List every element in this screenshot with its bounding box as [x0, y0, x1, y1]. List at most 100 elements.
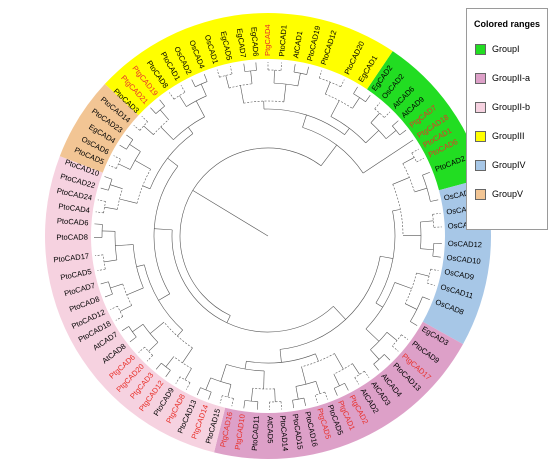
tree-branches [94, 62, 442, 410]
branch-arc [263, 108, 345, 135]
legend-label: GroupI [492, 44, 520, 54]
branch-line [158, 293, 170, 301]
branch-line [430, 268, 439, 271]
branch-arc [210, 377, 232, 385]
branch-line [226, 315, 231, 323]
branch-line [432, 255, 441, 258]
branch-line [108, 164, 117, 169]
branch-line [208, 391, 212, 400]
group-ring [44, 12, 491, 459]
branch-arc [132, 244, 144, 289]
branch-arc [315, 391, 325, 396]
branch-line [392, 345, 399, 352]
branch-line [373, 363, 379, 371]
branch-line [191, 79, 196, 87]
branch-line [115, 244, 134, 246]
branch-line [136, 264, 145, 267]
branch-line [138, 346, 145, 353]
branch-line [380, 255, 394, 259]
branch-arc [302, 127, 364, 174]
branch-line [150, 107, 157, 114]
branch-line [432, 212, 441, 215]
branch-line [104, 206, 118, 210]
branch-line [320, 144, 337, 166]
branch-line [385, 130, 397, 139]
branch-line [319, 70, 323, 79]
branch-line [159, 99, 165, 107]
branch-line [205, 377, 211, 391]
branch-line [333, 373, 340, 386]
branch-arc [392, 125, 400, 136]
legend-label: GroupIV [492, 160, 526, 170]
branch-line [384, 354, 391, 361]
legend-label: GroupII-b [492, 102, 531, 112]
branch-arc [353, 93, 366, 102]
branch-line [155, 362, 162, 370]
branch-line [100, 187, 109, 191]
legend-swatch [475, 72, 486, 84]
legend-title: Colored ranges [474, 19, 541, 29]
branch-line [352, 97, 360, 109]
branch-line [129, 144, 141, 152]
branch-line [169, 92, 175, 100]
branch-line [420, 248, 434, 251]
branch-line [255, 62, 257, 71]
branch-line [430, 199, 439, 202]
branch-arc [374, 108, 385, 118]
branch-line [167, 157, 179, 167]
legend-swatch [475, 130, 486, 142]
branch-arc [116, 159, 122, 169]
branch-line [126, 134, 134, 140]
leaf-label: EgCAD7 [235, 28, 248, 59]
branch-line [416, 158, 424, 163]
leaf-label: PtoCAD17 [53, 251, 90, 264]
branch-arc [243, 100, 284, 104]
branch-line [333, 388, 338, 396]
branch-line [104, 176, 113, 180]
legend-label: GroupIII [492, 131, 525, 141]
branch-line [95, 211, 104, 214]
branch-line [119, 144, 127, 150]
branch-line [118, 163, 131, 170]
branch-line [110, 305, 118, 310]
branch-line [159, 109, 169, 120]
branch-line [149, 321, 165, 334]
branch-arc [370, 332, 388, 350]
leaf-label: PtoCAD1 [277, 25, 288, 57]
branch-line [414, 187, 428, 193]
branch-line [302, 114, 307, 128]
branch-line [365, 328, 380, 342]
leaf-label: OsCAD10 [446, 253, 481, 266]
branch-line [134, 160, 151, 170]
branch-line [110, 283, 123, 289]
branch-line [200, 83, 207, 97]
branch-line [420, 220, 434, 223]
branch-arc [252, 387, 275, 390]
branch-arc [392, 334, 402, 347]
group-sector-groupiii [104, 12, 393, 116]
branch-line [333, 306, 346, 320]
branch-arc [155, 105, 165, 114]
branch-line [325, 81, 331, 95]
branch-line [240, 85, 244, 104]
branch-arc [108, 179, 113, 191]
branch-line [280, 62, 282, 71]
branch-line [175, 376, 181, 384]
branch-line [422, 296, 431, 301]
branch-line [314, 395, 318, 403]
branch-line [177, 329, 183, 337]
branch-arc [179, 147, 322, 316]
branch-line [182, 347, 193, 364]
branch-line [263, 370, 265, 389]
legend-item-group-ii-a: GroupII-a [475, 71, 530, 85]
branch-line [180, 85, 186, 93]
branch-line [297, 73, 301, 86]
branch-line [315, 381, 321, 394]
branch-line [295, 386, 299, 400]
branch-line [146, 355, 153, 362]
branch-line [375, 302, 383, 308]
branch-arc [422, 175, 431, 202]
branch-arc [280, 256, 381, 350]
branch-line [225, 75, 230, 89]
